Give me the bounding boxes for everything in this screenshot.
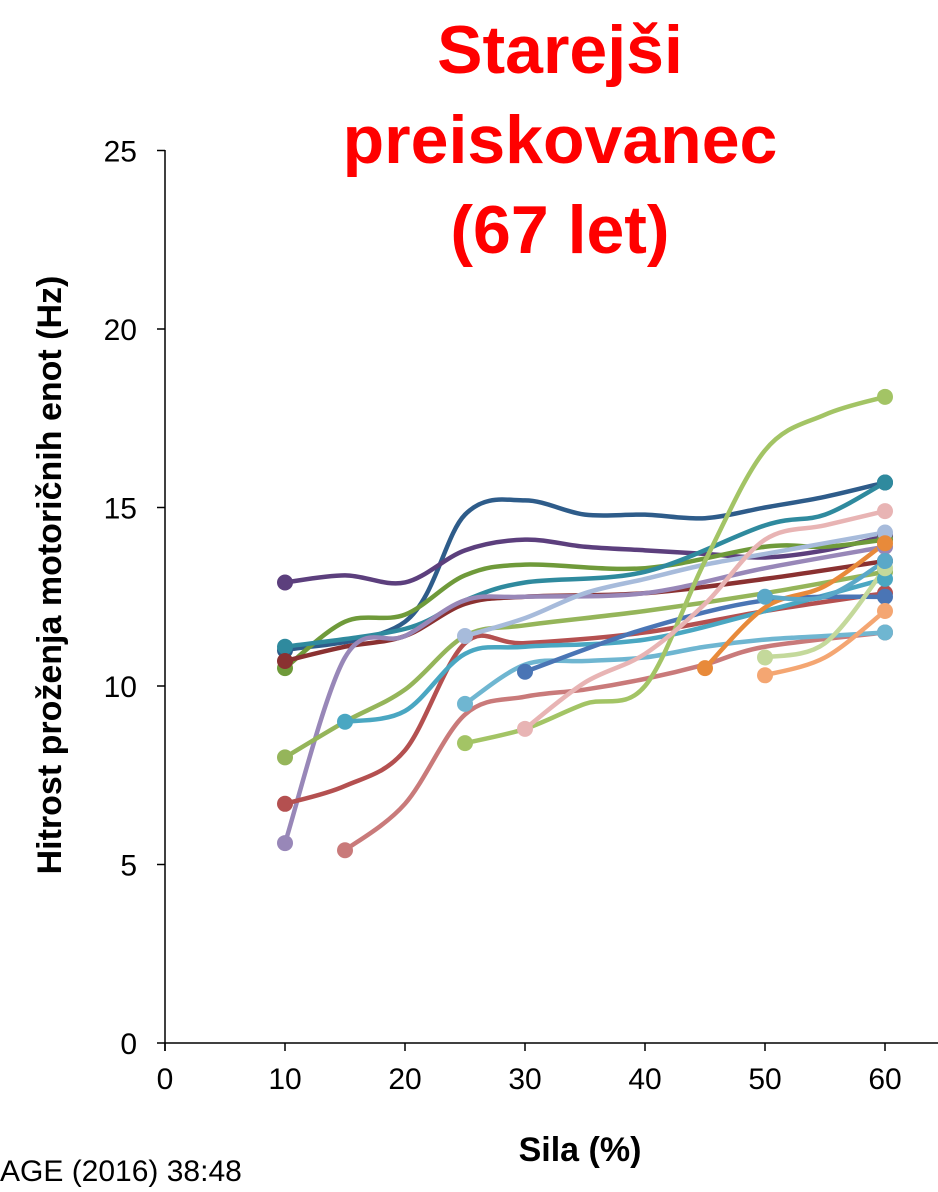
y-axis-label: Hitrost proženja motoričnih enot (Hz) [31,275,69,875]
x-axis-label: Sila (%) [518,1131,642,1169]
series-line-18 [762,608,888,678]
chart-title-line-2: preiskovanec [342,102,778,178]
series-8-point-start [277,795,293,812]
series-14-point-end [877,388,893,405]
series-13-point-end [877,588,893,605]
series-16-point-start [697,660,713,677]
series-4-point-end [877,474,893,491]
series-line-19 [762,558,888,602]
y-tick-label-25: 25 [104,136,137,169]
series-7-point-start [277,749,293,766]
series-line-15 [522,508,888,732]
series-17-point-start [757,649,773,666]
series-line-10 [342,630,888,853]
series-line-16 [702,540,888,671]
x-tick-label-20: 20 [388,1063,421,1096]
y-tick-label-5: 5 [120,850,137,883]
y-tick-label-0: 0 [120,1028,137,1061]
y-tick-label-15: 15 [104,493,137,526]
citation: AGE (2016) 38:48 [0,1155,242,1188]
series-4-point-start [277,638,293,655]
series-layer [282,394,888,853]
y-tick-label-10: 10 [104,671,137,704]
series-19-point-end [877,553,893,570]
series-10-point-start [337,842,353,859]
series-13-point-start [517,663,533,680]
series-line-9 [342,576,888,724]
series-18-point-start [757,667,773,684]
x-tick-label-0: 0 [157,1063,174,1096]
series-line-11 [462,530,888,639]
marker-layer [277,388,893,859]
chart-title-line-1: Starejši [437,12,683,88]
x-tick-label-40: 40 [628,1063,661,1096]
series-9-point-start [337,713,353,730]
series-2-point-start [277,574,293,591]
series-line-4 [282,480,888,649]
series-5-point-start [277,653,293,670]
series-line-14 [462,394,888,746]
x-tick-label-50: 50 [748,1063,781,1096]
series-line-2 [282,533,888,586]
chart-title-line-3: (67 let) [450,192,670,268]
series-6-point-start [277,835,293,852]
series-15-point-end [877,503,893,520]
series-12-point-start [457,695,473,712]
axes: 0 10 20 30 40 50 60 0 5 10 15 20 25 [104,136,938,1096]
x-tick-label-30: 30 [508,1063,541,1096]
x-tick-label-60: 60 [868,1063,901,1096]
series-12-point-end [877,624,893,641]
series-16-point-end [877,535,893,552]
series-14-point-start [457,735,473,752]
series-line-6 [282,544,888,846]
series-19-point-start [757,588,773,605]
series-15-point-start [517,720,533,737]
y-tick-label-20: 20 [104,314,137,347]
x-tick-label-10: 10 [268,1063,301,1096]
series-line-17 [762,565,888,660]
series-line-8 [282,590,888,807]
series-11-point-start [457,628,473,645]
series-18-point-end [877,603,893,620]
